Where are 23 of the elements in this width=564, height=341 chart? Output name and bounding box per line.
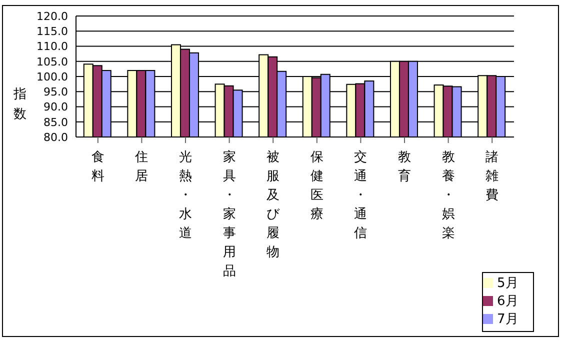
y-tick-label: 100.0 [36, 70, 68, 84]
legend-label: 6月 [497, 294, 518, 309]
legend-label: 7月 [497, 312, 518, 327]
x-tick-label: 諸雑費 [486, 150, 499, 203]
x-tick-label: 光熱・水道 [179, 150, 192, 241]
x-tick-label: 食料 [91, 150, 104, 184]
y-tick-label: 85.0 [44, 116, 68, 129]
y-tick-label: 115.0 [36, 25, 68, 38]
legend-label: 5月 [497, 276, 518, 291]
x-tick-label: 被服及び履物 [266, 150, 281, 260]
y-tick-label: 105.0 [36, 55, 68, 68]
y-tick-label: 95.0 [44, 86, 68, 99]
x-tick-label: 保健医療 [310, 150, 324, 222]
y-axis-title: 指数 [12, 87, 26, 122]
y-tick-label: 80.0 [44, 130, 68, 144]
x-tick-label: 交通・通信 [354, 149, 368, 241]
x-tick-label: 住居 [134, 150, 148, 184]
x-tick-label: 教育 [398, 150, 411, 184]
x-tick-label: 教養・娯楽 [442, 150, 455, 241]
y-tick-label: 90.0 [44, 100, 68, 114]
y-tick-label: 120.0 [36, 10, 68, 23]
x-tick-label: 家具・家事用品 [222, 149, 236, 279]
y-tick-label: 110.0 [36, 40, 68, 54]
